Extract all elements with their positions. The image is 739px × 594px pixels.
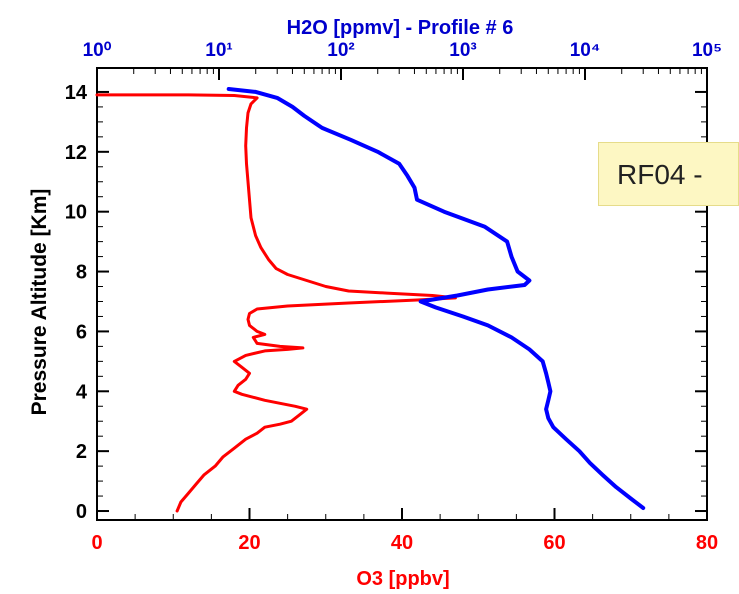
y-tick-label: 12 (65, 142, 87, 164)
y-axis-label: Pressure Altitude [Km] (28, 189, 51, 416)
x-bottom-tick-label: 0 (91, 532, 102, 554)
y-tick-label: 6 (76, 321, 87, 343)
y-tick-label: 2 (76, 441, 87, 463)
series-o3-line (95, 93, 457, 513)
callout-label: RF04 - (598, 142, 739, 206)
x-top-tick-label: 10⁰ (83, 40, 112, 61)
x-bottom-tick-label: 40 (391, 532, 413, 554)
series-h2o-line (226, 87, 646, 510)
x-top-tick-label: 10⁴ (570, 40, 601, 61)
x-bottom-tick-label: 20 (238, 532, 260, 554)
x-bottom-tick-label: 60 (543, 532, 565, 554)
x-bottom-tick-label: 80 (696, 532, 718, 554)
y-tick-label: 0 (76, 501, 87, 523)
y-tick-label: 14 (65, 82, 88, 104)
chart-title: H2O [ppmv] - Profile # 6 (287, 17, 514, 39)
x-axis-bottom-label: O3 [ppbv] (356, 568, 449, 590)
x-top-tick-label: 10³ (449, 40, 476, 61)
y-tick-label: 10 (65, 202, 87, 224)
x-top-tick-label: 10² (327, 40, 354, 61)
y-tick-label: 4 (76, 381, 88, 403)
x-top-tick-label: 10¹ (205, 40, 232, 61)
y-tick-label: 8 (76, 262, 87, 284)
x-top-tick-label: 10⁵ (692, 40, 722, 61)
